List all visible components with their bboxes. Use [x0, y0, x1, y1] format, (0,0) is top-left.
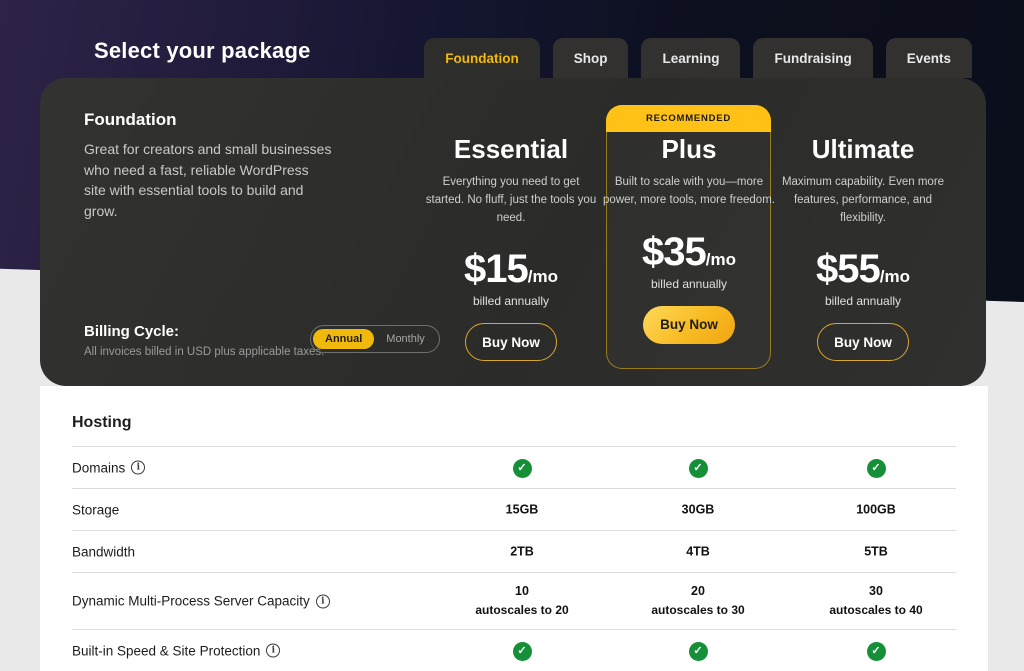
feature-label: Domains	[72, 460, 126, 475]
package-description: Great for creators and small businesses …	[84, 141, 332, 220]
package-name: Foundation	[84, 110, 177, 129]
cell-value: 4TB	[686, 543, 710, 558]
info-icon[interactable]: i	[131, 460, 146, 475]
info-icon[interactable]: i	[266, 643, 281, 658]
billed-note: billed annually	[650, 276, 728, 291]
cell-value: 10 autoscales to 20	[475, 584, 569, 618]
plan-price: $55/mo	[816, 247, 910, 291]
plan-description: Built to scale with you—more power, more…	[603, 176, 775, 206]
price-period: /mo	[879, 267, 910, 287]
check-icon: ✓	[688, 458, 708, 478]
plan-name: Plus	[661, 134, 717, 164]
recommended-badge: RECOMMENDED	[606, 105, 771, 132]
cell-value: 2TB	[510, 543, 534, 558]
tab-foundation[interactable]: Foundation	[424, 38, 540, 78]
table-row-speed-protection: Built-in Speed & Site Protection i ✓ ✓ ✓	[72, 629, 956, 671]
feature-label: Dynamic Multi-Process Server Capacity	[72, 593, 310, 609]
price-amount: $35	[642, 229, 707, 274]
feature-comparison-panel: Hosting Domains i ✓ ✓ ✓ Storage 15GB 30G…	[40, 386, 988, 671]
cell-value: 20 autoscales to 30	[651, 584, 745, 618]
plan-price: $15/mo	[464, 247, 558, 291]
plan-description: Everything you need to get started. No f…	[425, 176, 597, 224]
table-row-server-capacity: Dynamic Multi-Process Server Capacity i …	[72, 572, 956, 629]
feature-table: Domains i ✓ ✓ ✓ Storage 15GB 30GB 100GB …	[72, 446, 956, 671]
feature-label: Bandwidth	[72, 544, 136, 559]
billing-cycle-toggle[interactable]: Annual Monthly	[310, 325, 440, 353]
feature-label: Built-in Speed & Site Protection	[72, 643, 261, 658]
cell-value: 5TB	[864, 543, 888, 558]
cell-value: 100GB	[856, 501, 896, 516]
billed-note: billed annually	[472, 294, 550, 309]
toggle-annual[interactable]: Annual	[313, 329, 375, 349]
buy-now-button-plus[interactable]: Buy Now	[643, 305, 735, 344]
buy-now-button-ultimate[interactable]: Buy Now	[817, 323, 909, 362]
price-period: /mo	[527, 267, 558, 287]
toggle-monthly[interactable]: Monthly	[386, 333, 425, 345]
billing-cycle-note: All invoices billed in USD plus applicab…	[84, 346, 325, 358]
plan-ultimate: Ultimate Maximum capability. Even more f…	[775, 78, 951, 362]
info-icon[interactable]: i	[315, 594, 330, 608]
check-icon: ✓	[688, 641, 708, 661]
check-icon: ✓	[512, 458, 532, 478]
plan-price: $35/mo	[642, 230, 736, 274]
plan-name: Essential	[453, 134, 569, 164]
check-icon: ✓	[866, 458, 886, 478]
cell-value: 30GB	[681, 501, 715, 516]
tab-learning[interactable]: Learning	[641, 38, 741, 78]
price-amount: $55	[816, 247, 881, 292]
feature-label: Storage	[72, 502, 120, 517]
billed-note: billed annually	[824, 294, 902, 309]
table-row-domains: Domains i ✓ ✓ ✓	[72, 446, 956, 488]
recommended-plan-outline: RECOMMENDED	[606, 105, 771, 369]
tab-fundraising[interactable]: Fundraising	[753, 38, 873, 78]
page-title: Select your package	[94, 38, 311, 63]
package-card: Foundation Great for creators and small …	[40, 78, 986, 386]
billing-cycle-label: Billing Cycle:	[84, 323, 180, 340]
plan-name: Ultimate	[811, 134, 915, 164]
cell-value: 15GB	[505, 501, 539, 516]
buy-now-button-essential[interactable]: Buy Now	[465, 323, 557, 362]
table-row-bandwidth: Bandwidth 2TB 4TB 5TB	[72, 530, 956, 572]
package-tabs: Foundation Shop Learning Fundraising Eve…	[424, 38, 972, 78]
plan-plus: Plus Built to scale with you—more power,…	[601, 78, 777, 344]
section-title-hosting: Hosting	[72, 414, 132, 431]
tab-events[interactable]: Events	[885, 38, 972, 78]
plan-description: Maximum capability. Even more features, …	[781, 176, 945, 224]
check-icon: ✓	[512, 641, 532, 661]
table-row-storage: Storage 15GB 30GB 100GB	[72, 488, 956, 530]
check-icon: ✓	[866, 641, 886, 661]
plan-essential: Essential Everything you need to get sta…	[423, 78, 599, 362]
tab-shop[interactable]: Shop	[552, 38, 629, 78]
price-period: /mo	[705, 249, 736, 269]
cell-value: 30 autoscales to 40	[829, 584, 923, 618]
price-amount: $15	[464, 247, 529, 292]
